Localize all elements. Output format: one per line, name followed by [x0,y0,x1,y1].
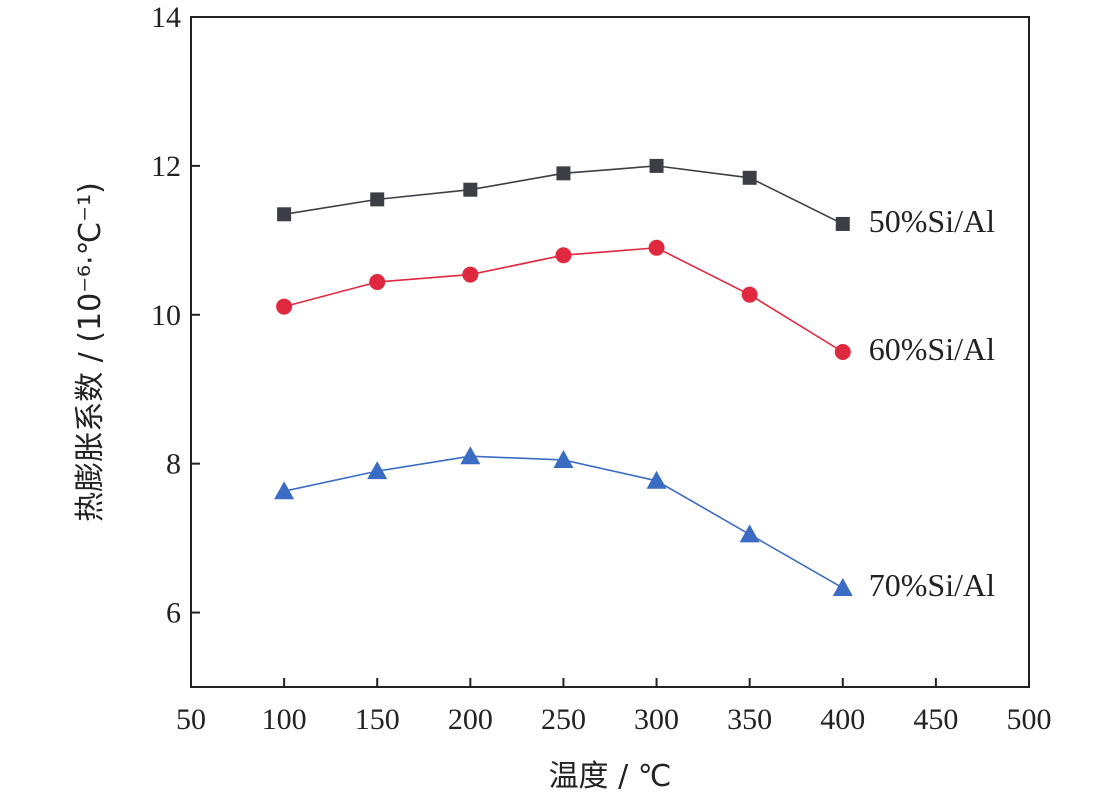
data-point [649,158,664,173]
data-point [370,192,385,207]
data-point [276,298,293,315]
y-tick-label: 14 [151,1,181,34]
plot-frame [190,16,1030,688]
series-70%Si/Al: 70%Si/Al [274,446,995,603]
data-point [367,461,388,480]
data-point [834,344,851,360]
x-tick-label: 500 [1007,703,1052,736]
data-point [648,239,665,256]
data-point [369,274,386,291]
y-tick-label: 6 [166,597,181,630]
data-point [463,182,478,197]
series-layer: 50%Si/Al 60%Si/Al 70%Si/Al [274,158,995,603]
series-60%Si/Al: 60%Si/Al [276,239,995,367]
data-point [646,470,667,489]
x-tick-label: 100 [262,703,307,736]
y-tick-label: 10 [151,299,181,332]
x-tick-label: 250 [541,703,586,736]
y-tick-label: 12 [151,150,181,183]
data-point [739,524,760,543]
x-tick-label: 450 [913,703,958,736]
data-point [832,577,853,596]
axis-ticks: 50 100 150 200 250 300 350 400 450 500 6 8 10 12 14 [151,1,1052,736]
x-tick-label: 200 [448,703,493,736]
data-point [741,286,758,303]
x-tick-label: 50 [176,703,206,736]
data-point [462,266,479,283]
x-tick-label: 300 [634,703,679,736]
data-point [556,166,571,181]
data-point [742,170,757,185]
series-label: 60%Si/Al [869,331,995,367]
x-tick-label: 400 [820,703,865,736]
data-point [274,481,295,500]
x-tick-label: 350 [727,703,772,736]
series-line [283,455,844,589]
x-axis-title: 温度 / ℃ [549,759,672,794]
data-point [460,446,481,465]
data-point [553,449,574,468]
data-point [835,216,850,231]
series-line [283,246,844,353]
data-point [277,207,292,222]
y-axis-title: 热膨胀系数 / (10⁻⁶·℃⁻¹) [73,182,108,522]
series-label: 70%Si/Al [869,567,995,603]
y-tick-label: 8 [166,448,181,481]
data-point [555,247,572,264]
x-tick-label: 150 [355,703,400,736]
series-50%Si/Al: 50%Si/Al [277,158,995,239]
series-label: 50%Si/Al [869,203,995,239]
